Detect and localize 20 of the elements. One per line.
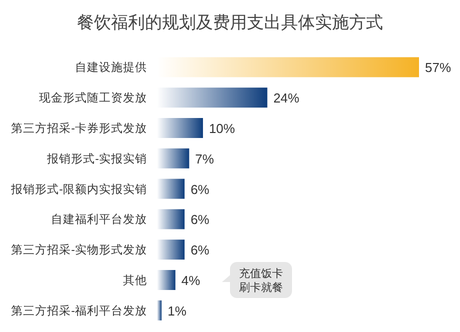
y-tick-label: 报销形式-实报实销 [46,151,147,166]
data-label: 57% [425,60,452,76]
chart-title: 餐饮福利的规划及费用支出具体实施方式 [77,13,383,32]
data-label: 6% [190,212,210,228]
y-tick-label: 第三方招采-实物形式发放 [11,242,147,257]
y-tick-label: 其他 [123,274,147,287]
y-tick-label: 第三方招采-福利平台发放 [11,303,147,318]
data-label: 7% [195,151,214,166]
data-label: 6% [190,182,210,197]
data-label: 24% [273,90,300,106]
data-label: 1% [168,303,187,318]
y-tick-label: 第三方招采-卡券形式发放 [11,121,147,135]
data-label: 4% [181,273,201,288]
y-tick-label: 现金形式随工资发放 [39,92,147,105]
data-label: 10% [208,121,236,136]
y-tick-label: 自建福利平台发放 [51,213,147,226]
data-label: 6% [190,242,210,258]
y-tick-label: 报销形式-限额内实报实销 [10,182,147,196]
annotation: 充值饭卡刷卡就餐 [239,267,283,294]
y-tick-label: 自建设施提供 [75,61,147,74]
